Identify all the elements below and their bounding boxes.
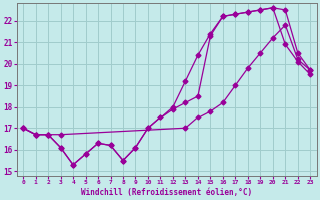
X-axis label: Windchill (Refroidissement éolien,°C): Windchill (Refroidissement éolien,°C) (81, 188, 252, 197)
